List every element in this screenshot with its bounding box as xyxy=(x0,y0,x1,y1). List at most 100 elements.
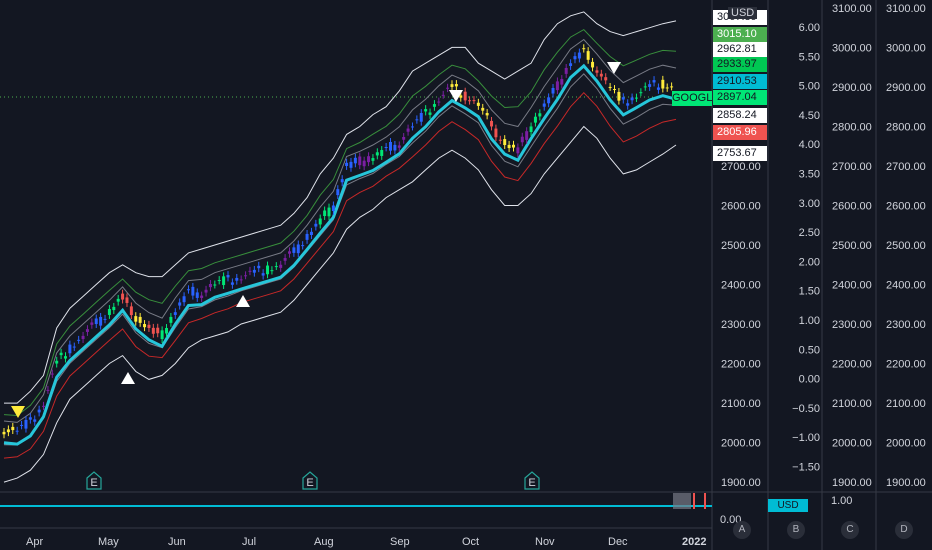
candle-body xyxy=(274,266,278,268)
candle-body xyxy=(648,84,652,87)
price-tag: 2858.24 xyxy=(713,108,767,123)
candle-body xyxy=(362,160,366,167)
candle-body xyxy=(626,103,630,106)
oscillator-axis-label: 2.50 xyxy=(799,227,820,239)
candle-body xyxy=(591,61,595,68)
candle-body xyxy=(257,265,261,269)
candle-body xyxy=(507,144,511,149)
candle-body xyxy=(191,286,195,296)
candle-body xyxy=(28,417,32,420)
price-axis-label: 2300.00 xyxy=(832,319,872,331)
candle-body xyxy=(494,128,498,138)
band-lower-inner xyxy=(3,91,677,459)
oscillator-axis-label: 2.00 xyxy=(799,256,820,268)
candle-body xyxy=(424,109,428,112)
candle-body xyxy=(533,116,537,123)
candle-body xyxy=(15,430,19,432)
price-axis-label: 3100.00 xyxy=(886,3,926,15)
candle-body xyxy=(42,405,46,407)
candle-body xyxy=(621,97,625,100)
candle-body xyxy=(213,284,217,286)
price-axis-label: 2800.00 xyxy=(886,121,926,133)
earnings-marker-label: E xyxy=(528,477,535,489)
candle-body xyxy=(112,306,116,311)
price-axis-label: 2600.00 xyxy=(721,200,761,212)
candle-body xyxy=(6,429,10,433)
candle-body xyxy=(266,265,270,275)
time-axis-label: Nov xyxy=(535,536,555,548)
candle-body xyxy=(68,344,72,354)
axis-button-a[interactable]: A xyxy=(733,521,751,539)
price-axis-label: 2400.00 xyxy=(886,280,926,292)
axis-button-d[interactable]: D xyxy=(895,521,913,539)
candle-body xyxy=(599,73,603,77)
candle-body xyxy=(459,95,463,98)
time-axis-label: Oct xyxy=(462,536,480,548)
candle-body xyxy=(46,389,50,391)
candle-body xyxy=(169,316,173,323)
candle-body xyxy=(208,283,212,288)
price-tag: 3015.10 xyxy=(713,27,767,42)
candle-body xyxy=(406,128,410,132)
candle-body xyxy=(410,126,414,128)
price-axis-label: 2700.00 xyxy=(832,161,872,173)
candle-body xyxy=(503,139,507,146)
candle-body xyxy=(340,179,344,183)
candle-body xyxy=(11,426,15,431)
candle-body xyxy=(33,419,37,422)
candle-body xyxy=(468,100,472,102)
sell-signal-triangle xyxy=(11,406,25,418)
price-axis-label: 2500.00 xyxy=(886,240,926,252)
candle-body xyxy=(173,312,177,315)
currency-label[interactable]: USD xyxy=(728,7,758,19)
price-axis-label: 1900.00 xyxy=(832,477,872,489)
price-tag: 2933.97 xyxy=(713,57,767,72)
oscillator-axis-label: 1.50 xyxy=(799,286,820,298)
candle-body xyxy=(94,318,98,325)
band-upper-mid xyxy=(3,38,677,423)
candle-body xyxy=(261,273,265,276)
candle-body xyxy=(318,218,322,225)
candle-body xyxy=(99,316,103,326)
candle-body xyxy=(279,264,283,268)
candle-body xyxy=(490,120,494,127)
candle-body xyxy=(476,102,480,106)
candle-body xyxy=(639,92,643,94)
candle-body xyxy=(437,101,441,103)
time-axis-label: May xyxy=(98,536,119,548)
time-axis-label: Dec xyxy=(608,536,628,548)
candle-body xyxy=(415,119,419,121)
candle-body xyxy=(200,295,204,298)
candle-body xyxy=(2,431,6,435)
buy-signal-triangle xyxy=(236,295,250,307)
oscillator-axis-label: −1.00 xyxy=(792,432,820,444)
candle-body xyxy=(235,277,239,281)
candle-body xyxy=(138,316,142,323)
candle-body xyxy=(643,86,647,88)
axis-button-c[interactable]: C xyxy=(841,521,859,539)
candle-body xyxy=(481,107,485,111)
price-axis-label: 3000.00 xyxy=(832,42,872,54)
price-axis-label: 2600.00 xyxy=(832,200,872,212)
candle-body xyxy=(182,296,186,303)
candle-body xyxy=(50,373,54,375)
candle-body xyxy=(217,280,221,282)
axis-button-b[interactable]: B xyxy=(787,521,805,539)
candle-body xyxy=(204,289,208,293)
candle-body xyxy=(463,91,467,101)
candle-body xyxy=(239,279,243,281)
candle-body xyxy=(195,292,199,298)
oscillator-axis-label: 3.00 xyxy=(799,198,820,210)
oscillator-axis-label: −1.50 xyxy=(792,462,820,474)
price-axis-label: 2100.00 xyxy=(832,398,872,410)
oscillator-axis-label: −0.50 xyxy=(792,403,820,415)
candle-body xyxy=(520,136,524,143)
candle-body xyxy=(59,352,63,356)
candle-body xyxy=(129,306,133,316)
candle-body xyxy=(156,327,160,334)
price-axis-label: 3100.00 xyxy=(832,3,872,15)
price-tag: 2753.67 xyxy=(713,146,767,161)
price-axis-label: 2500.00 xyxy=(721,240,761,252)
price-axis-label: 2200.00 xyxy=(721,359,761,371)
